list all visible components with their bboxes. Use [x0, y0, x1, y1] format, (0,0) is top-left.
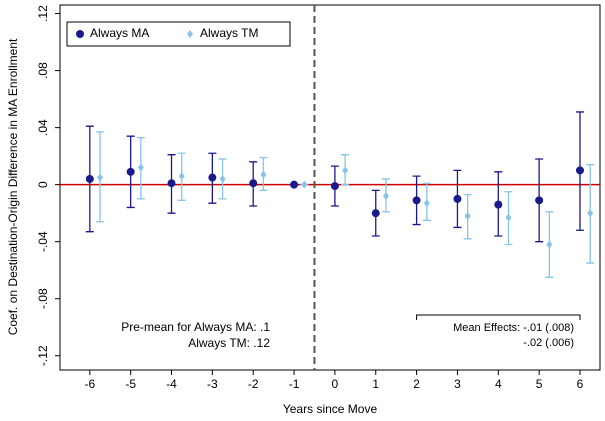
- plot-frame: [59, 4, 601, 371]
- y-tick-label: -.04: [36, 231, 50, 252]
- marker: [260, 170, 267, 179]
- marker: [575, 166, 584, 175]
- marker: [330, 182, 339, 191]
- y-tick-label: -.08: [36, 288, 50, 309]
- marker: [76, 30, 84, 38]
- y-tick-label: .04: [36, 119, 50, 136]
- marker: [412, 196, 421, 205]
- y-tick-label: -.12: [36, 345, 50, 366]
- marker: [587, 209, 594, 218]
- marker: [167, 179, 176, 188]
- legend-box: [66, 21, 291, 47]
- marker: [249, 179, 258, 188]
- marker: [178, 172, 185, 181]
- marker: [546, 240, 553, 249]
- marker: [423, 199, 430, 208]
- marker: [137, 163, 144, 172]
- bracket: [416, 314, 581, 320]
- x-tick-label: 6: [577, 377, 584, 391]
- mean-effects-note: -.02 (.006): [523, 337, 574, 349]
- marker: [126, 167, 135, 176]
- legend: Always MA Always TM: [66, 21, 291, 47]
- pre-mean-note: Pre-mean for Always MA: .1: [121, 320, 270, 334]
- x-tick-label: -2: [248, 377, 259, 391]
- x-tick-label: 1: [372, 377, 379, 391]
- marker: [208, 173, 217, 182]
- y-axis-title: Coef. on Destination-Origin Difference i…: [6, 38, 20, 335]
- x-tick-label: 3: [454, 377, 461, 391]
- marker: [453, 194, 462, 203]
- x-tick-label: -5: [125, 377, 136, 391]
- x-tick-label: 2: [413, 377, 420, 391]
- y-tick-label: .08: [36, 62, 50, 79]
- legend-label: Always MA: [90, 26, 149, 40]
- x-tick-label: -6: [84, 377, 95, 391]
- marker: [342, 166, 349, 175]
- marker: [290, 180, 299, 189]
- marker: [97, 173, 104, 182]
- x-tick-label: 4: [495, 377, 502, 391]
- pre-mean-note: Always TM: .12: [188, 336, 270, 350]
- marker: [494, 200, 503, 209]
- marker: [371, 209, 380, 218]
- marker: [187, 30, 193, 38]
- mean-effects-note: Mean Effects: -.01 (.008): [453, 322, 574, 334]
- marker: [301, 180, 308, 189]
- legend-label: Always TM: [200, 26, 258, 40]
- y-tick-label: .12: [36, 5, 50, 22]
- marker: [464, 212, 471, 221]
- x-tick-label: -3: [207, 377, 218, 391]
- x-tick-label: 5: [536, 377, 543, 391]
- x-tick-label: -1: [289, 377, 300, 391]
- marker: [505, 213, 512, 222]
- marker: [535, 196, 544, 205]
- marker: [219, 174, 226, 183]
- marker: [382, 192, 389, 201]
- y-tick-label: 0: [36, 181, 50, 188]
- x-tick-label: 0: [332, 377, 339, 391]
- marker: [85, 174, 94, 183]
- x-tick-label: -4: [166, 377, 177, 391]
- x-axis-title: Years since Move: [283, 402, 378, 416]
